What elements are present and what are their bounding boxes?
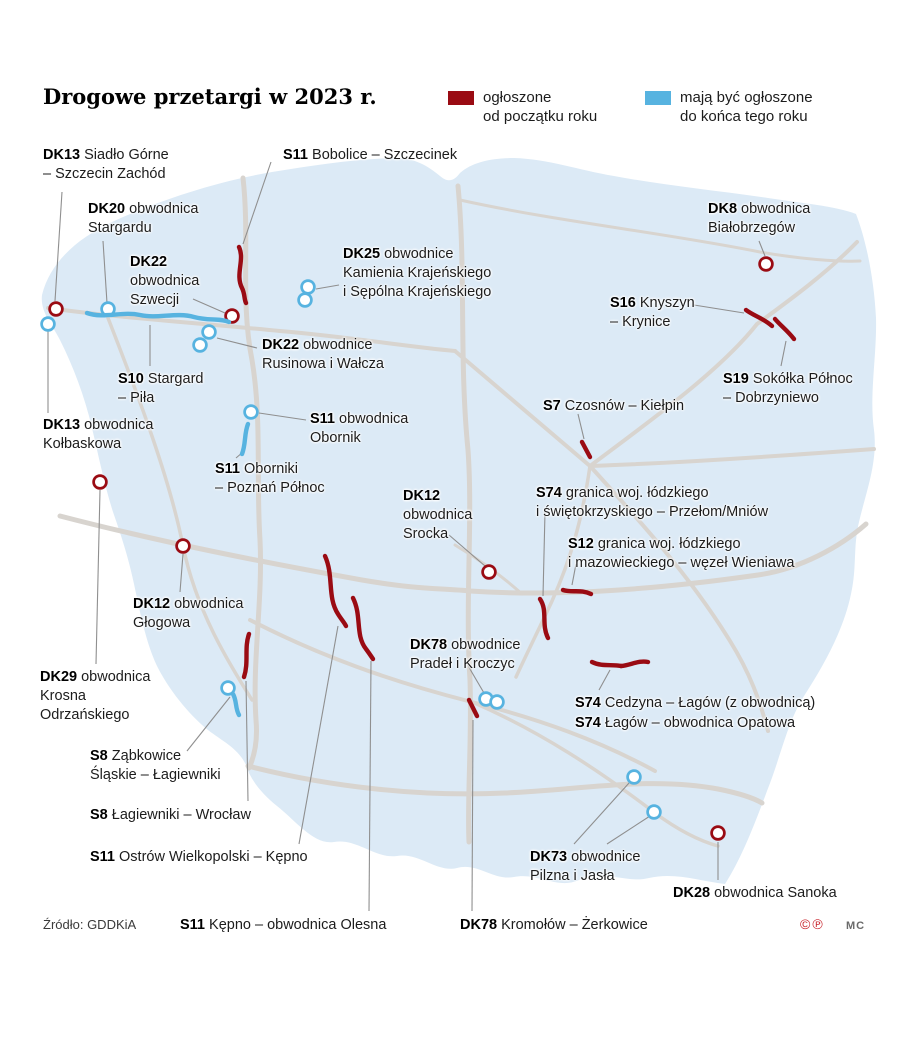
marker-dk73_pilzno (646, 804, 662, 820)
marker-s7_czosnow (579, 439, 593, 460)
leader-line-dk20_stargard (102, 240, 108, 304)
copyright-icons: ©℗ (800, 916, 825, 932)
phonogram-icon: ℗ (812, 916, 825, 932)
leader-line-s11_bobolice (242, 161, 272, 245)
leader-line-s12_wieniawa (571, 563, 577, 586)
marker-dk22_rusinowo (201, 324, 217, 340)
credits-initials: MC (846, 920, 866, 932)
leader-line-s11_obornik (258, 412, 307, 421)
leader-line-s16_knyszyn (693, 304, 745, 314)
marker-dk28_sanok (710, 825, 726, 841)
leader-line-dk8_bialobrzegi (758, 240, 766, 257)
marker-dk78_pradel (489, 694, 505, 710)
leader-line-s19_sokolka (780, 340, 787, 367)
road-line (468, 699, 720, 848)
road-line (455, 183, 473, 845)
copyright-icon: © (800, 916, 813, 932)
marker-dk13_kolbaskowo (40, 316, 56, 332)
leader-line-dk25_kamien (315, 284, 340, 290)
marker-dk12_srocka (481, 564, 497, 580)
legend-item-announced: ogłoszone od początku roku (448, 88, 597, 126)
marker-s11_kepno_olesno (350, 595, 376, 662)
marker-dk13_siadlo (48, 301, 64, 317)
leader-line-dk22_szwecja (192, 298, 226, 314)
marker-dk22_szwecja (224, 308, 240, 324)
road-line (57, 513, 869, 596)
leader-line-s8_lagiewniki (245, 680, 249, 802)
leader-line-dk13_siadlo (54, 191, 63, 302)
marker-s8_lagiewniki (241, 631, 252, 680)
markers (40, 244, 797, 841)
infographic-title: Drogowe przetargi w 2023 r. (43, 84, 377, 109)
marker-dk22_rusinowo (192, 337, 208, 353)
marker-s8_zabkowice (230, 691, 242, 718)
marker-dk29_krosno (92, 474, 108, 490)
leaders (47, 161, 787, 912)
leader-line-dk73_pilzno (606, 815, 651, 845)
marker-dk12_glogow (175, 538, 191, 554)
road-line (588, 240, 859, 468)
leader-line-s11_kepno_olesno (368, 660, 372, 912)
marker-s74_lagow_opatow (618, 659, 651, 669)
marker-s11_ostrow (322, 553, 349, 629)
marker-s8_zabkowice (220, 680, 236, 696)
marker-dk73_pilzno (626, 769, 642, 785)
marker-s16_knyszyn (743, 307, 775, 329)
marker-s11_oborniki_poznan (239, 421, 251, 457)
leader-line-s11_ostrow (298, 625, 339, 845)
leader-line-s7_czosnow (577, 413, 585, 440)
leader-line-s74_cedzyna (598, 669, 611, 691)
marker-s11_bobolice (236, 244, 249, 306)
leader-line-dk78_kromolow (471, 719, 474, 912)
road-line (588, 464, 770, 733)
marker-dk25_kamien (297, 292, 313, 308)
legend-label-announced: ogłoszone od początku roku (483, 89, 598, 126)
marker-s74_przelom (537, 596, 551, 641)
legend-label-planned: mają być ogłoszone do końca tego roku (680, 89, 813, 126)
legend-swatch-planned (645, 91, 671, 105)
legend-swatch-announced (448, 91, 474, 105)
leader-line-s74_przelom (542, 511, 546, 597)
road-line (240, 175, 264, 771)
marker-dk25_kamien (300, 279, 316, 295)
road-line (588, 447, 876, 468)
marker-dk78_kromolow (466, 697, 480, 719)
road-line (514, 464, 592, 679)
source-note: Źródło: GDDKiA (43, 917, 137, 932)
road-line (453, 349, 592, 468)
marker-s10_stargard_pila (84, 310, 232, 325)
marker-s11_obornik (243, 404, 259, 420)
leader-line-dk22_rusinowo (216, 337, 258, 349)
poland-shape (41, 158, 877, 884)
marker-s74_cedzyna (589, 659, 624, 669)
marker-dk8_bialobrzegi (758, 256, 774, 272)
leader-line-dk73_pilzno (573, 782, 630, 845)
leader-line-dk12_glogow (179, 553, 184, 593)
leader-line-dk29_krosno (95, 489, 101, 665)
marker-s12_wieniawa (560, 587, 594, 597)
marker-s19_sokolka (772, 316, 797, 342)
road-line (245, 763, 765, 806)
leader-line-dk78_pradel (466, 663, 485, 694)
leader-line-dk12_srocka (448, 534, 486, 567)
road-line (458, 198, 862, 263)
leader-line-s8_zabkowice (186, 696, 231, 752)
legend-item-planned: mają być ogłoszone do końca tego roku (645, 88, 813, 126)
